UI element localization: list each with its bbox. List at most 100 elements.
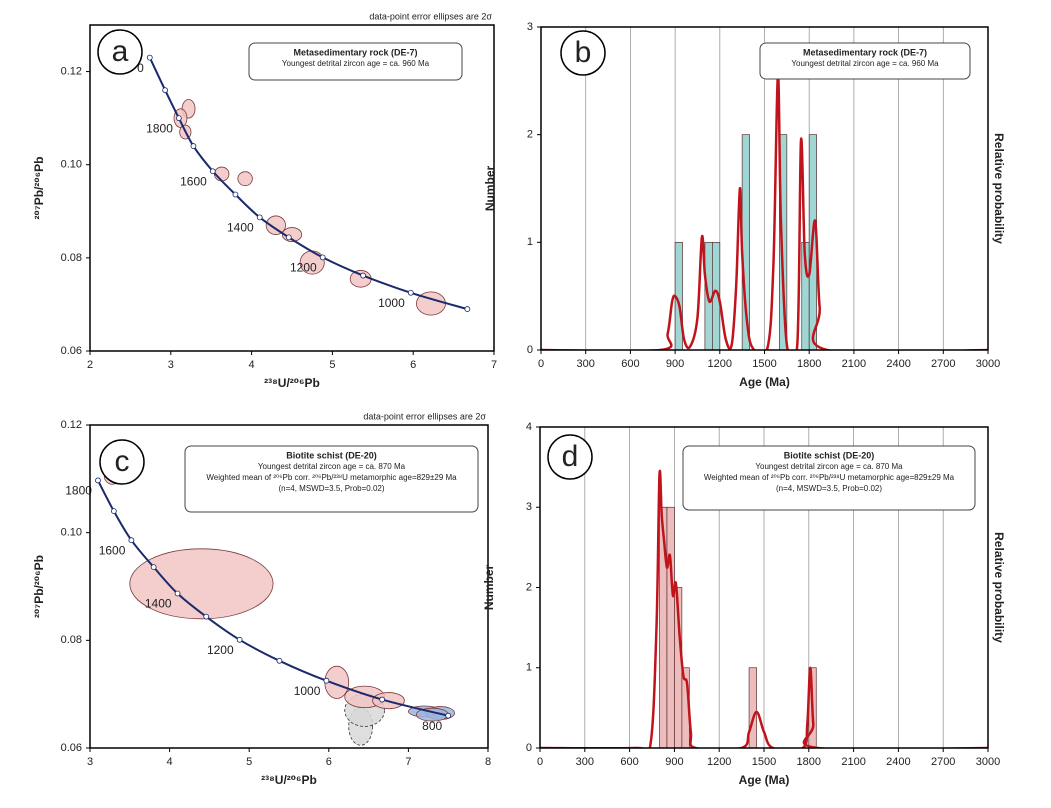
age-marker — [203, 613, 210, 620]
age-marker — [323, 677, 330, 684]
x-tick-label: 2400 — [886, 358, 910, 370]
box-line: Youngest detrital zircon age = ca. 870 M… — [258, 462, 406, 471]
y-axis-label: Number — [482, 565, 496, 611]
note: data-point error ellipses are 2σ — [363, 411, 486, 421]
panel-letter: c — [115, 445, 130, 478]
x-axis-label: ²³⁸U/²⁰⁶Pb — [261, 773, 317, 787]
error-ellipse — [265, 215, 286, 235]
box-line: Weighted mean of ²⁰⁶Pb corr. ²⁰⁶Pb/²³⁸U … — [206, 473, 457, 482]
age-label: 1400 — [227, 221, 254, 235]
box-line: (n=4, MSWD=3.5, Prob=0.02) — [278, 484, 384, 493]
y-tick-label: 0.08 — [61, 634, 82, 646]
x-tick-label: 2700 — [931, 756, 955, 768]
age-marker — [209, 168, 216, 175]
x-axis-label: Age (Ma) — [739, 375, 790, 389]
x-tick-label: 900 — [666, 358, 684, 370]
y-tick-label: 3 — [527, 21, 533, 33]
x-tick-label: 300 — [577, 358, 595, 370]
x-tick-label: 7 — [491, 359, 497, 371]
x-tick-label: 1500 — [752, 756, 776, 768]
panel-letter: a — [112, 35, 129, 68]
panel-badge — [97, 29, 143, 75]
y-tick-label: 1 — [527, 236, 533, 248]
y-tick-label: 0.12 — [61, 65, 82, 77]
info-box — [682, 445, 976, 511]
age-marker — [175, 115, 182, 122]
age-marker — [150, 564, 157, 571]
x-tick-label: 3 — [168, 359, 174, 371]
y-tick-label: 0 — [527, 344, 533, 356]
age-label: 0 — [137, 61, 144, 75]
y-tick-label: 4 — [526, 421, 532, 433]
age-marker — [146, 54, 153, 61]
age-label: 1200 — [207, 643, 234, 657]
x-tick-label: 7 — [405, 756, 411, 768]
x-tick-label: 900 — [665, 756, 683, 768]
panel-badge — [99, 439, 145, 485]
y2-axis-label: Relative probability — [992, 133, 1006, 244]
age-marker — [276, 657, 283, 664]
bar — [748, 667, 757, 749]
age-label: 1600 — [180, 174, 207, 188]
error-ellipse — [349, 270, 372, 288]
age-label: 800 — [422, 719, 442, 733]
info-box — [184, 445, 479, 513]
box-line: Youngest detrital zircon age = ca. 870 M… — [755, 462, 903, 471]
y-axis-label: Number — [483, 166, 497, 212]
x-tick-label: 1500 — [752, 358, 776, 370]
age-marker — [190, 143, 197, 149]
y2-axis-label: Relative probability — [992, 532, 1006, 643]
x-tick-label: 3000 — [976, 756, 1000, 768]
age-marker — [236, 636, 243, 643]
x-tick-label: 0 — [537, 756, 543, 768]
panel-letter: b — [575, 36, 592, 69]
age-label: 1600 — [99, 543, 126, 557]
y-tick-label: 0.10 — [61, 527, 82, 539]
x-tick-label: 2 — [87, 359, 93, 371]
age-label: 1800 — [146, 121, 173, 135]
x-tick-label: 5 — [246, 756, 252, 768]
info-box — [759, 42, 971, 80]
y-axis-label: ²⁰⁷Pb/²⁰⁶Pb — [32, 555, 46, 618]
y-tick-label: 2 — [527, 129, 533, 141]
age-marker — [232, 191, 239, 198]
x-axis-label: ²³⁸U/²⁰⁶Pb — [264, 376, 320, 390]
age-marker — [174, 590, 181, 597]
note: data-point error ellipses are 2σ — [369, 11, 492, 21]
x-tick-label: 2100 — [842, 358, 866, 370]
age-marker — [445, 712, 452, 719]
y-tick-label: 3 — [526, 501, 532, 513]
age-label: 1400 — [145, 597, 172, 611]
x-tick-label: 6 — [326, 756, 332, 768]
panel-letter: d — [562, 440, 579, 473]
age-marker — [162, 87, 169, 94]
age-marker — [464, 306, 471, 312]
x-tick-label: 6 — [410, 359, 416, 371]
box-title: Biotite schist (DE-20) — [784, 450, 875, 460]
x-tick-label: 5 — [329, 359, 335, 371]
y-tick-label: 0.08 — [61, 252, 82, 264]
x-tick-label: 2100 — [841, 756, 865, 768]
x-axis-label: Age (Ma) — [739, 773, 790, 787]
x-tick-label: 1200 — [708, 358, 732, 370]
x-tick-label: 0 — [538, 358, 544, 370]
error-ellipse — [237, 171, 253, 187]
probability-curve — [540, 469, 988, 748]
y-axis-label: ²⁰⁷Pb/²⁰⁶Pb — [32, 157, 46, 220]
y-tick-label: 0.12 — [61, 419, 82, 431]
box-line: (n=4, MSWD=3.5, Prob=0.02) — [776, 484, 882, 493]
age-marker — [128, 537, 135, 544]
panel-badge — [547, 434, 593, 480]
probability-curve — [541, 74, 988, 350]
age-label: 1000 — [378, 296, 405, 310]
x-tick-label: 2700 — [931, 358, 955, 370]
y-tick-label: 0.06 — [61, 742, 82, 754]
x-tick-label: 1800 — [797, 358, 821, 370]
x-tick-label: 3 — [87, 756, 93, 768]
age-marker — [95, 477, 101, 484]
age-marker — [110, 508, 117, 515]
age-marker — [360, 272, 367, 279]
age-label: 1200 — [290, 261, 317, 275]
box-line: Youngest detrital zircon age = ca. 960 M… — [282, 59, 430, 68]
